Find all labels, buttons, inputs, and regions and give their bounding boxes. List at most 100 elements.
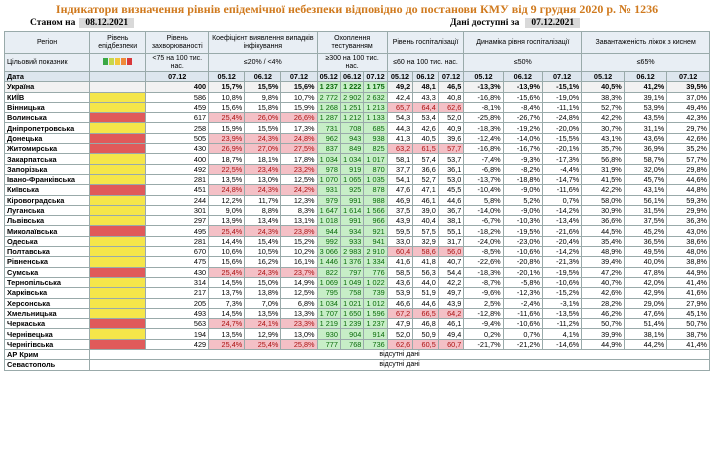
- beds-cell: 29,7%: [666, 122, 710, 134]
- infection-cell: 26,6%: [280, 112, 318, 124]
- hosp-cell: 43,3: [412, 91, 439, 103]
- hosp-cell: 47,9: [386, 318, 414, 330]
- incidence-cell: 297: [145, 215, 210, 227]
- dynamics-cell: -14,0%: [463, 204, 504, 217]
- hosp-cell: 46,1: [412, 194, 439, 206]
- infection-cell: 10,8%: [208, 91, 246, 103]
- hosp-cell: 40,8: [437, 91, 465, 103]
- testing-cell: 1 237: [363, 318, 388, 330]
- hosp-cell: 37,5: [386, 204, 414, 217]
- table-row: Херсонська 205 7,3% 7,0% 6,8% 1 034 1 021 1 012…: [3, 297, 710, 309]
- infection-cell: 22,5%: [208, 163, 246, 175]
- table-row-ukraine: Україна 400 15,7% 15,5% 15,6% 1 237 1 222 1 175…: [3, 81, 710, 93]
- beds-cell: 42,2%: [581, 112, 625, 124]
- hosp-cell: 47,6: [386, 184, 414, 196]
- testing-cell: 966: [363, 215, 388, 227]
- beds-cell: 47,6%: [623, 307, 668, 320]
- incidence-cell: 400: [145, 81, 210, 93]
- beds-cell: 41,4%: [666, 276, 710, 289]
- hosp-cell: 48,1: [412, 81, 439, 93]
- dynamics-cell: -13,3%: [463, 81, 504, 93]
- hosp-cell: 54,1: [386, 173, 414, 186]
- dynamics-cell: -9,4%: [463, 318, 504, 330]
- testing-cell: 1 212: [339, 112, 365, 124]
- infection-cell: 24,3%: [244, 266, 282, 278]
- infection-cell: 14,4%: [208, 235, 246, 248]
- hosp-cell: 40,9: [437, 122, 465, 134]
- infection-cell: 15,6%: [208, 101, 246, 114]
- target-incidence: <75 на 100 тис. нас.: [145, 53, 210, 72]
- hosp-cell: 47,1: [412, 184, 439, 196]
- dynamics-cell: -11,2%: [541, 318, 583, 330]
- hosp-cell: 58,6: [412, 246, 439, 258]
- hosp-cell: 49,4: [437, 328, 465, 340]
- beds-cell: 46,2%: [581, 307, 625, 320]
- hosp-cell: 46,9: [386, 194, 414, 206]
- testing-cell: 3 066: [316, 246, 341, 258]
- beds-cell: 38,8%: [666, 256, 710, 268]
- dynamics-cell: -12,4%: [463, 132, 504, 145]
- dynamics-cell: -13,4%: [541, 215, 583, 227]
- dynamics-cell: -19,0%: [541, 91, 583, 103]
- level-cell: [89, 276, 147, 289]
- infection-cell: 13,7%: [208, 287, 246, 299]
- beds-cell: 49,4%: [666, 101, 710, 114]
- incidence-cell: 400: [145, 153, 210, 165]
- level-cell: [89, 215, 147, 227]
- target-infection: ≤20% / <4%: [208, 53, 318, 72]
- beds-cell: 48,9%: [581, 246, 625, 258]
- dynamics-cell: -14,6%: [541, 338, 583, 351]
- infection-cell: 23,4%: [244, 163, 282, 175]
- hosp-cell: 51,9: [412, 287, 439, 299]
- dynamics-cell: -10,6%: [541, 276, 583, 289]
- level-cell: [89, 112, 147, 124]
- infection-cell: 27,5%: [280, 143, 318, 155]
- region-name: Рівненська: [3, 256, 91, 268]
- hosp-cell: 60,4: [386, 246, 414, 258]
- hosp-cell: 46,1: [437, 318, 465, 330]
- hosp-cell: 42,4: [386, 91, 414, 103]
- beds-cell: 51,4%: [623, 318, 668, 330]
- dynamics-cell: -15,5%: [541, 132, 583, 145]
- beds-cell: 37,0%: [666, 91, 710, 103]
- level-cell: [89, 235, 147, 248]
- beds-cell: 59,3%: [666, 194, 710, 206]
- level-cell: [89, 307, 147, 320]
- testing-cell: 914: [363, 328, 388, 340]
- beds-cell: 58,0%: [581, 194, 625, 206]
- dynamics-cell: 5,2%: [502, 194, 543, 206]
- infection-cell: 24,1%: [244, 318, 282, 330]
- beds-cell: 38,7%: [666, 328, 710, 340]
- hosp-cell: 43,9: [386, 215, 414, 227]
- infection-cell: 24,3%: [244, 184, 282, 196]
- table-row: Хмельницька 493 14,5% 13,5% 13,3% 1 707 1 650 1…: [3, 307, 710, 320]
- level-cell: [89, 101, 147, 114]
- table-row: Черкаська 563 24,7% 24,1% 23,3% 1 219 1 239 1 2…: [3, 318, 710, 330]
- dynamics-cell: -19,2%: [502, 122, 543, 134]
- infection-cell: 10,2%: [280, 246, 318, 258]
- hosp-cell: 65,7: [386, 101, 414, 114]
- testing-cell: 1 334: [363, 256, 388, 268]
- testing-cell: 934: [339, 225, 365, 237]
- hosp-cell: 32,9: [412, 235, 439, 248]
- dynamics-cell: -18,3%: [463, 266, 504, 278]
- testing-cell: 837: [316, 143, 341, 155]
- table-row: Сумська 430 25,4% 24,3% 23,7% 822 797 776 58,5 56…: [3, 266, 710, 278]
- level-cell: [89, 338, 147, 351]
- header-beds: Завантаженість ліжок з киснем: [581, 31, 710, 54]
- target-swatches: [89, 53, 147, 72]
- hosp-cell: 46,8: [412, 318, 439, 330]
- hosp-cell: 64,2: [437, 307, 465, 320]
- incidence-cell: 495: [145, 225, 210, 237]
- testing-cell: 870: [363, 163, 388, 175]
- testing-cell: 1 376: [339, 256, 365, 268]
- beds-cell: 43,0%: [666, 225, 710, 237]
- hosp-cell: 58,1: [386, 153, 414, 165]
- infection-cell: 24,3%: [244, 225, 282, 237]
- beds-cell: 30,9%: [581, 204, 625, 217]
- hosp-cell: 40,4: [412, 215, 439, 227]
- region-name: Одеська: [3, 235, 91, 248]
- infection-cell: 10,7%: [280, 91, 318, 103]
- infection-cell: 13,5%: [208, 328, 246, 340]
- target-hosp: ≤60 на 100 тис. нас.: [386, 53, 465, 72]
